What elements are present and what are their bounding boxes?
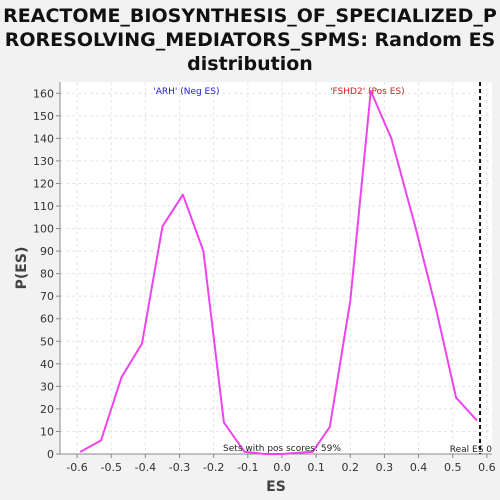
data-point (311, 450, 314, 453)
data-point (369, 90, 372, 92)
sets-pos-scores-text: Sets with pos scores: 59% (223, 444, 341, 454)
data-point (120, 376, 123, 379)
data-point (390, 137, 393, 140)
y-tick-label: 130 (33, 155, 54, 168)
data-point (182, 193, 184, 196)
y-tick-label: 50 (40, 335, 54, 348)
y-tick-label: 40 (40, 358, 54, 371)
y-tick-label: 110 (33, 200, 54, 213)
data-point (349, 299, 352, 302)
x-tick-label: 0.2 (342, 461, 360, 474)
y-tick-label: 140 (33, 132, 54, 145)
data-point (414, 225, 416, 228)
real-es-label: Real ES 0 (450, 445, 493, 455)
data-point (475, 419, 478, 421)
data-point (281, 453, 283, 455)
y-tick-label: 20 (40, 403, 54, 416)
x-tick-label: -0.6 (66, 461, 87, 474)
data-point (455, 396, 457, 399)
y-tick-label: 10 (40, 425, 54, 438)
x-tick-label: 0.5 (444, 461, 462, 474)
data-point (141, 342, 143, 345)
data-point (223, 421, 225, 424)
data-point (100, 439, 102, 442)
x-tick-label: 0.4 (410, 461, 428, 474)
data-point (202, 250, 205, 252)
y-tick-label: 120 (33, 177, 54, 190)
data-point (79, 450, 82, 453)
x-tick-label: -0.4 (135, 461, 156, 474)
distribution-line (80, 90, 478, 455)
plot-area (60, 82, 492, 454)
x-tick-label: -0.3 (169, 461, 190, 474)
y-tick-label: 60 (40, 313, 54, 326)
pos-es-label: 'FSHD2' (Pos ES) (330, 87, 405, 97)
x-tick-label: -0.1 (237, 461, 258, 474)
y-axis-title: P(ES) (14, 247, 30, 290)
x-tick-label: -0.5 (100, 461, 121, 474)
y-tick-label: 90 (40, 245, 54, 258)
data-point (243, 450, 246, 453)
y-tick-label: 30 (40, 380, 54, 393)
y-tick-label: 0 (47, 448, 54, 461)
x-tick-label: 0.1 (307, 461, 325, 474)
x-tick-label: 0.0 (273, 461, 291, 474)
y-tick-label: 160 (33, 87, 54, 100)
data-point (328, 426, 331, 428)
x-tick-label: 0.3 (376, 461, 394, 474)
data-point (264, 453, 266, 455)
chart-title: REACTOME_BIOSYNTHESIS_OF_SPECIALIZED_P R… (3, 5, 497, 75)
y-tick-label: 150 (33, 110, 54, 123)
x-axis-title: ES (266, 479, 286, 495)
y-tick-label: 70 (40, 290, 54, 303)
data-point (161, 225, 164, 228)
x-tick-label: 0.6 (478, 461, 496, 474)
neg-es-label: 'ARH' (Neg ES) (153, 87, 219, 97)
data-point (434, 306, 437, 309)
y-tick-label: 100 (33, 223, 54, 236)
y-tick-label: 80 (40, 268, 54, 281)
x-tick-label: -0.2 (203, 461, 224, 474)
